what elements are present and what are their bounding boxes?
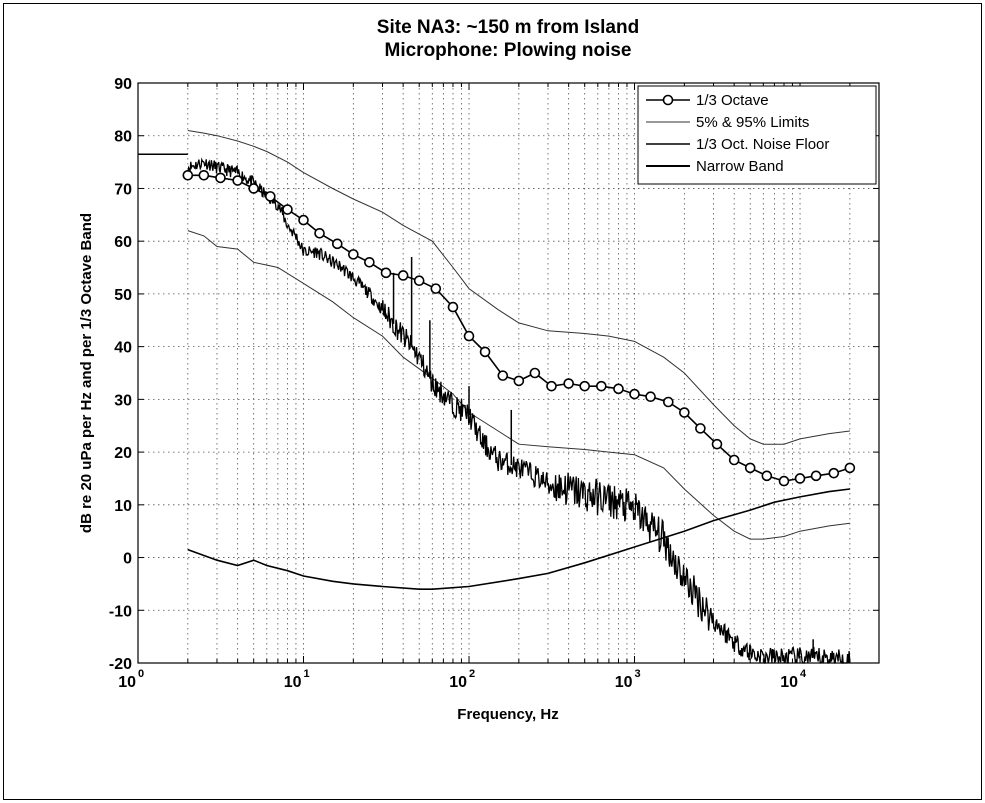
series-limit-95 — [187, 130, 850, 445]
legend-entry-limits: 5% & 95% Limits — [646, 114, 809, 131]
third-octave-point — [479, 346, 491, 358]
y-tick-label: 50 — [114, 287, 132, 304]
x-tick-label-exponent: 3 — [635, 668, 641, 680]
third-octave-point — [463, 330, 475, 342]
legend-entry-third-octave: 1/3 Octave — [646, 92, 769, 109]
legend-label-limits: 5% & 95% Limits — [696, 114, 809, 131]
y-tick-label: 10 — [114, 498, 132, 515]
third-octave-point — [182, 169, 194, 181]
legend-label-third-octave: 1/3 Octave — [696, 92, 769, 109]
x-tick-label-exponent: 0 — [138, 668, 144, 680]
third-octave-point — [497, 370, 509, 381]
third-octave-point — [282, 204, 293, 215]
third-octave-point — [298, 214, 309, 226]
third-octave-point — [430, 283, 442, 294]
third-octave-point — [215, 172, 226, 184]
legend-entry-noise-floor: 1/3 Oct. Noise Floor — [646, 136, 829, 153]
chart-title: Site NA3: ~150 m from Island — [377, 17, 639, 38]
third-octave-point — [348, 249, 359, 260]
third-octave-point — [529, 367, 541, 379]
legend-label-noise-floor: 1/3 Oct. Noise Floor — [696, 136, 829, 153]
third-octave-point — [596, 380, 607, 392]
third-octave-point — [794, 473, 806, 484]
third-octave-point — [198, 169, 210, 181]
third-octave-point — [579, 380, 591, 392]
x-tick-label: 10 4 — [780, 668, 807, 691]
third-octave-point — [331, 238, 343, 250]
third-octave-point — [695, 423, 706, 434]
third-octave-point — [364, 256, 375, 268]
legend-marker-third-octave — [662, 94, 674, 106]
third-octave-point — [613, 383, 624, 395]
x-tick-label-base: 10 — [284, 674, 302, 691]
figure-frame: -20 -10 0 10 20 30 40 50 60 70 80 90 10 0 10 1 10 2 10 3 10 4… — [3, 3, 982, 800]
third-octave-point — [679, 407, 690, 418]
x-tick-label-exponent: 4 — [800, 668, 807, 680]
third-octave-point — [314, 227, 325, 239]
third-octave-point — [248, 183, 259, 194]
y-tick-label: 0 — [123, 551, 132, 568]
series-limit-5 — [187, 230, 850, 540]
y-tick-label: 40 — [114, 340, 132, 357]
third-octave-point — [563, 378, 574, 389]
y-tick-label: -10 — [109, 603, 132, 620]
y-axis-label: dB re 20 uPa per Hz and per 1/3 Octave B… — [78, 213, 95, 533]
third-octave-point — [546, 380, 557, 392]
x-tick-label-base: 10 — [118, 674, 136, 691]
x-tick-label: 10 0 — [118, 668, 144, 691]
third-octave-point — [828, 467, 840, 479]
x-tick-label: 10 1 — [284, 668, 310, 691]
x-tick-label-base: 10 — [780, 674, 798, 691]
third-octave-point — [447, 301, 459, 313]
third-octave-point — [645, 391, 656, 403]
third-octave-point — [844, 462, 856, 474]
third-octave-point — [413, 275, 425, 287]
third-octave-point — [629, 388, 640, 400]
third-octave-point — [744, 462, 756, 474]
series-narrow-band — [187, 157, 851, 665]
third-octave-point — [264, 191, 276, 202]
third-octave-point — [778, 475, 790, 487]
y-tick-label: 90 — [114, 76, 132, 93]
legend-entry-narrow-band: Narrow Band — [646, 158, 784, 175]
legend: 1/3 Octave 5% & 95% Limits 1/3 Oct. Nois… — [637, 85, 877, 185]
legend-label-narrow-band: Narrow Band — [696, 158, 784, 175]
third-octave-point — [397, 270, 409, 281]
x-tick-label-exponent: 1 — [304, 668, 310, 680]
y-tick-label: 70 — [114, 181, 132, 198]
series-noise-floor — [187, 488, 850, 590]
third-octave-point — [761, 470, 773, 482]
legend-box — [637, 85, 877, 185]
x-tick-label-base: 10 — [615, 674, 633, 691]
third-octave-point — [711, 438, 723, 450]
y-tick-label: 60 — [114, 234, 132, 251]
grid — [138, 83, 879, 663]
y-tick-label: 30 — [114, 392, 132, 409]
chart-subtitle: Microphone: Plowing noise — [385, 40, 632, 61]
third-octave-point — [380, 267, 392, 279]
third-octave-point — [728, 454, 740, 466]
x-tick-label-exponent: 2 — [469, 668, 475, 680]
third-octave-point — [810, 470, 822, 482]
third-octave-point — [232, 175, 243, 186]
third-octave-point — [663, 396, 674, 408]
third-octave-point — [513, 375, 525, 387]
x-axis-label: Frequency, Hz — [457, 706, 558, 723]
x-tick-label: 10 2 — [449, 668, 475, 691]
plot-area-border — [137, 82, 880, 664]
series-layer — [138, 130, 856, 665]
x-tick-label-base: 10 — [449, 674, 467, 691]
x-tick-label: 10 3 — [615, 668, 641, 691]
y-tick-label: 80 — [114, 129, 132, 146]
y-tick-label: 20 — [114, 445, 132, 462]
y-tick-label: -20 — [109, 656, 132, 673]
